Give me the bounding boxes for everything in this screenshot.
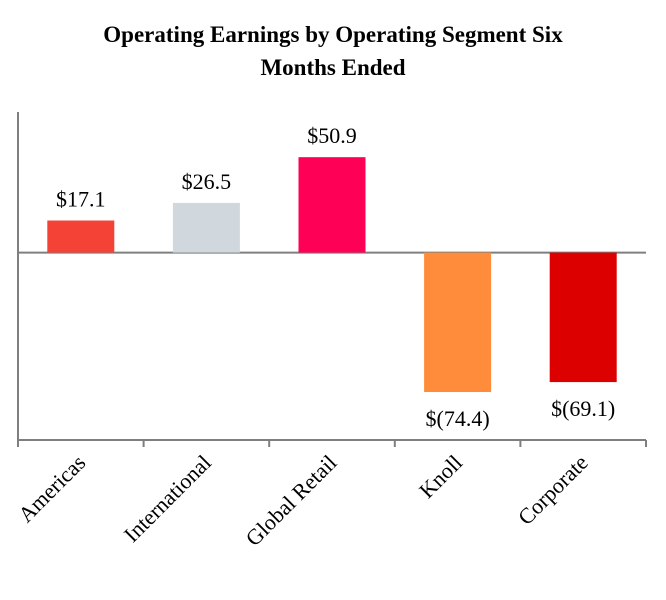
x-tick-label-international: International [119,450,216,547]
value-label-international: $26.5 [182,169,232,194]
x-tick-label-corporate: Corporate [513,450,593,530]
chart-value-labels: $17.1 $26.5 $50.9 $(74.4) $(69.1) [56,123,615,431]
chart-bars [47,157,617,393]
x-tick-label-knoll: Knoll [414,450,467,503]
x-tick-label-global-retail: Global Retail [240,450,341,551]
value-label-knoll: $(74.4) [426,406,490,431]
bar-knoll [424,252,492,393]
bar-international [172,202,240,253]
bar-corporate [549,252,617,383]
chart-title: Operating Earnings by Operating Segment … [0,18,666,84]
bar-global-retail [298,157,366,253]
bar-americas [47,220,115,253]
value-label-global-retail: $50.9 [307,123,357,148]
x-tick-label-americas: Americas [13,450,90,527]
chart-title-line-2: Months Ended [260,55,406,80]
chart-title-line-1: Operating Earnings by Operating Segment … [103,22,563,47]
chart-x-tick-labels: Americas International Global Retail Knoll C… [13,450,593,551]
value-label-americas: $17.1 [56,187,106,212]
value-label-corporate: $(69.1) [551,396,615,421]
